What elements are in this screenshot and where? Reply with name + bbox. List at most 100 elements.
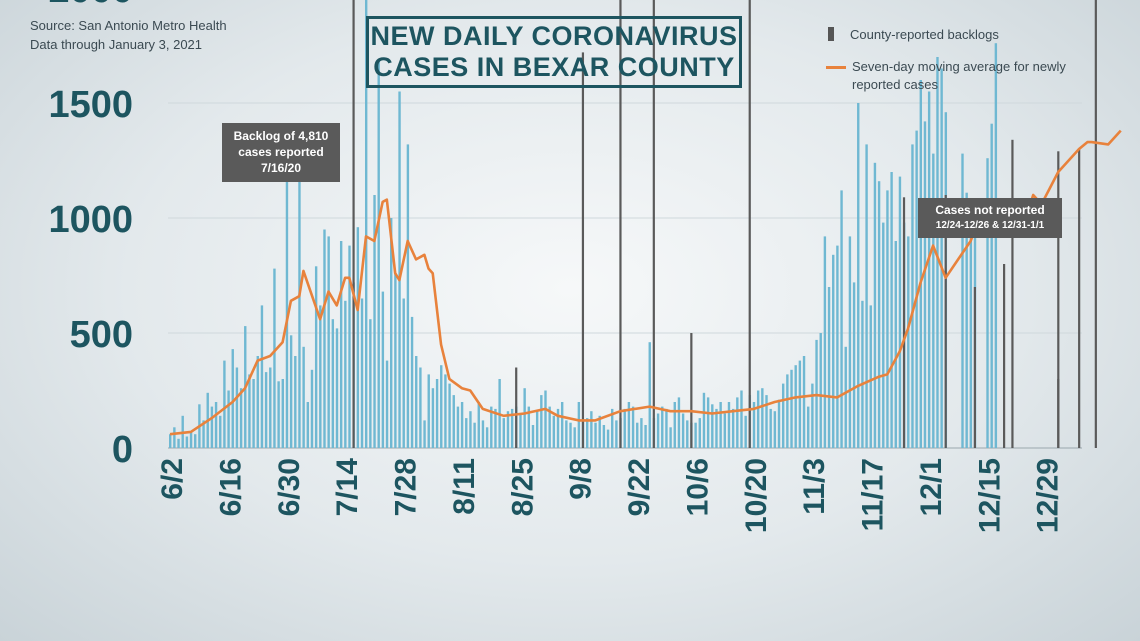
daily-case-bar	[927, 91, 931, 448]
daily-case-bar	[740, 390, 743, 448]
daily-case-bar	[711, 404, 714, 448]
daily-case-bar	[440, 365, 443, 448]
daily-case-bar	[694, 422, 697, 448]
daily-case-bar	[769, 408, 772, 448]
daily-case-bar	[448, 383, 451, 448]
daily-case-bar	[427, 374, 430, 448]
legend: County-reported backlogs Seven-day movin…	[826, 26, 1066, 108]
daily-case-bar	[594, 422, 597, 448]
daily-case-bar	[339, 241, 343, 448]
daily-case-bar	[485, 427, 489, 448]
daily-case-bar	[615, 420, 618, 448]
daily-case-bar	[848, 236, 852, 448]
daily-case-bar	[469, 411, 472, 448]
daily-case-bar	[444, 374, 447, 448]
daily-case-bar	[394, 273, 397, 448]
daily-case-bar	[819, 333, 822, 448]
daily-case-bar	[602, 425, 606, 448]
daily-case-bar	[502, 418, 505, 448]
daily-case-bar	[915, 130, 918, 448]
daily-case-bar	[473, 422, 476, 448]
daily-case-bar	[385, 360, 389, 448]
daily-case-bar	[294, 356, 297, 448]
backlog-annotation-line-1: Backlog of 4,810	[233, 129, 329, 143]
daily-case-bar	[310, 369, 314, 448]
daily-case-bar	[169, 434, 172, 448]
daily-case-bar	[932, 153, 935, 448]
daily-case-bar	[636, 422, 639, 448]
legend-backlog-label: County-reported backlogs	[850, 27, 999, 42]
y-tick-label: 2000	[48, 0, 133, 11]
daily-case-bar	[961, 153, 964, 448]
daily-case-bar	[940, 68, 943, 448]
daily-case-bar	[836, 245, 839, 448]
x-tick-label: 8/11	[448, 458, 481, 515]
daily-case-bar	[886, 190, 889, 448]
daily-case-bar	[798, 360, 802, 448]
daily-case-bar	[423, 420, 426, 448]
daily-case-bar	[527, 406, 531, 448]
daily-case-bar	[894, 241, 897, 448]
not-reported-annotation: Cases not reported 12/24-12/26 & 12/31-1…	[918, 198, 1062, 238]
daily-case-bar	[640, 418, 643, 448]
daily-case-bar	[256, 356, 259, 448]
daily-case-bar	[907, 236, 910, 448]
daily-case-bar	[873, 162, 877, 449]
daily-case-bar	[823, 236, 827, 448]
daily-case-bar	[173, 427, 176, 448]
backlog-bar	[944, 195, 947, 448]
daily-case-bar	[373, 195, 376, 448]
data-through-line: Data through January 3, 2021	[30, 37, 203, 52]
daily-case-bar	[277, 381, 280, 448]
legend-backlog-swatch	[828, 27, 834, 41]
daily-case-bar	[569, 422, 572, 448]
backlog-bar	[690, 333, 693, 448]
daily-case-bar	[715, 408, 718, 448]
daily-case-bar	[273, 268, 276, 448]
backlog-annotation: Backlog of 4,810 cases reported 7/16/20	[222, 123, 340, 182]
daily-case-bar	[314, 266, 318, 448]
daily-case-bar	[210, 406, 214, 448]
daily-case-bar	[398, 91, 401, 448]
legend-average-label-1: Seven-day moving average for newly	[852, 59, 1066, 74]
daily-case-bar	[686, 420, 689, 448]
daily-case-bar	[890, 172, 893, 448]
not-reported-line-2: 12/24-12/26 & 12/31-1/1	[935, 220, 1045, 231]
daily-case-bar	[327, 236, 330, 448]
daily-case-bar	[235, 367, 239, 448]
daily-case-bar	[598, 415, 601, 448]
x-tick-label: 12/15	[973, 458, 1006, 533]
daily-case-bar	[390, 218, 393, 448]
x-tick-label: 7/14	[331, 458, 364, 517]
daily-case-bar	[936, 57, 939, 448]
daily-case-bar	[302, 346, 305, 448]
daily-case-bar	[852, 282, 856, 448]
daily-case-bar	[531, 425, 535, 448]
daily-case-bar	[994, 43, 998, 448]
backlog-bar	[1057, 151, 1060, 449]
daily-case-bar	[248, 374, 251, 448]
daily-case-bar	[231, 349, 234, 448]
daily-case-bar	[752, 402, 756, 448]
daily-case-bar	[260, 305, 264, 448]
daily-case-bar	[857, 103, 860, 448]
daily-case-bar	[452, 395, 455, 448]
daily-case-bar	[665, 408, 668, 448]
backlog-bar	[581, 52, 585, 449]
x-tick-label: 8/25	[506, 458, 539, 516]
x-tick-label: 7/28	[390, 458, 423, 516]
daily-case-bar	[794, 365, 797, 448]
daily-case-bar	[481, 420, 485, 448]
daily-case-bar	[840, 190, 843, 448]
daily-case-bar	[644, 425, 647, 448]
daily-case-bar	[698, 418, 701, 448]
backlog-bar	[902, 197, 906, 448]
x-tick-label: 10/6	[681, 458, 714, 516]
daily-case-bar	[406, 144, 410, 448]
daily-case-bar	[548, 406, 551, 448]
daily-case-bar	[431, 388, 435, 448]
daily-case-bar	[811, 383, 814, 448]
daily-case-bar	[506, 411, 510, 448]
backlog-bar	[1003, 264, 1006, 448]
